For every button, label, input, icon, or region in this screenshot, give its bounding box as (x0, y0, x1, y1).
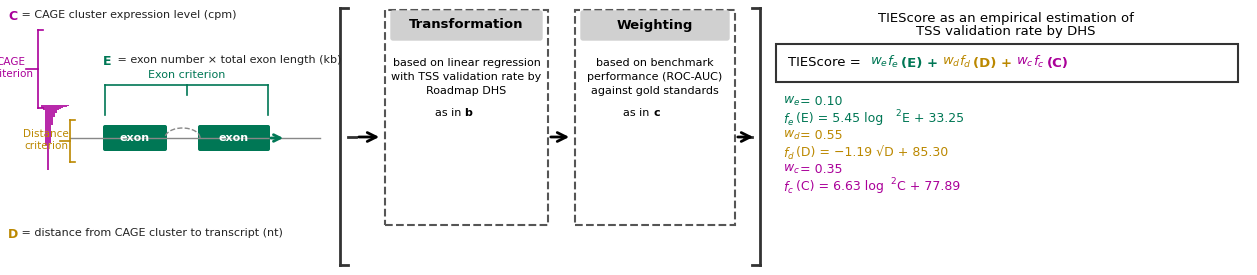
FancyBboxPatch shape (103, 125, 167, 151)
FancyBboxPatch shape (574, 10, 735, 225)
FancyBboxPatch shape (776, 44, 1238, 82)
Text: (C): (C) (1047, 56, 1068, 70)
Text: (E) = 5.45 log: (E) = 5.45 log (796, 112, 884, 125)
Text: $\mathit{f_d}$: $\mathit{f_d}$ (783, 146, 794, 162)
Text: exon: exon (119, 133, 150, 143)
Text: Weighting: Weighting (617, 18, 693, 32)
Text: $\mathit{w_c}$: $\mathit{w_c}$ (1016, 56, 1033, 68)
Text: C + 77.89: C + 77.89 (897, 180, 960, 193)
Text: (D) = −1.19 √D + 85.30: (D) = −1.19 √D + 85.30 (796, 146, 948, 159)
Text: Exon criterion: Exon criterion (148, 70, 225, 80)
Text: $\mathit{f_c}$: $\mathit{f_c}$ (783, 180, 794, 196)
Text: $\mathit{f_e}$: $\mathit{f_e}$ (887, 54, 899, 70)
Text: $\mathit{w_e}$: $\mathit{w_e}$ (783, 95, 801, 108)
FancyBboxPatch shape (385, 10, 548, 225)
Text: $\mathit{w_d}$: $\mathit{w_d}$ (941, 56, 960, 68)
Text: = 0.55: = 0.55 (799, 129, 842, 142)
Text: based on benchmark: based on benchmark (596, 58, 714, 68)
Text: Transformation: Transformation (410, 18, 524, 32)
Text: (D) +: (D) + (973, 56, 1012, 70)
Text: TSS validation rate by DHS: TSS validation rate by DHS (916, 25, 1096, 38)
Text: b: b (465, 108, 473, 118)
Text: $\mathit{w_d}$: $\mathit{w_d}$ (783, 129, 801, 142)
Text: CAGE
criterion: CAGE criterion (0, 57, 33, 79)
Text: 2: 2 (890, 177, 896, 186)
Text: $\mathit{f_c}$: $\mathit{f_c}$ (1033, 54, 1045, 70)
Text: = exon number × total exon length (kb): = exon number × total exon length (kb) (114, 55, 342, 65)
Text: $\mathit{f_d}$: $\mathit{f_d}$ (959, 54, 972, 70)
Text: E: E (103, 55, 112, 68)
Text: $\mathit{f_e}$: $\mathit{f_e}$ (783, 112, 794, 128)
Text: = CAGE cluster expression level (cpm): = CAGE cluster expression level (cpm) (18, 10, 236, 20)
FancyBboxPatch shape (199, 125, 270, 151)
Text: c: c (652, 108, 660, 118)
Text: = 0.10: = 0.10 (799, 95, 842, 108)
Text: TIEScore =: TIEScore = (788, 56, 865, 70)
Text: 2: 2 (895, 109, 900, 118)
Text: based on linear regression: based on linear regression (392, 58, 541, 68)
Text: = 0.35: = 0.35 (799, 163, 842, 176)
Text: as in: as in (435, 108, 465, 118)
Text: as in: as in (623, 108, 652, 118)
Text: (E) +: (E) + (901, 56, 938, 70)
FancyBboxPatch shape (391, 11, 542, 40)
Text: C: C (8, 10, 18, 23)
Text: TIEScore as an empirical estimation of: TIEScore as an empirical estimation of (879, 12, 1134, 25)
FancyBboxPatch shape (581, 11, 729, 40)
Text: D: D (8, 228, 19, 241)
Text: Distance
criterion: Distance criterion (23, 129, 69, 151)
Text: performance (ROC-AUC): performance (ROC-AUC) (587, 72, 723, 82)
Text: exon: exon (219, 133, 249, 143)
Text: $\mathit{w_e}$: $\mathit{w_e}$ (870, 56, 889, 68)
Text: = distance from CAGE cluster to transcript (nt): = distance from CAGE cluster to transcri… (18, 228, 283, 238)
Text: Roadmap DHS: Roadmap DHS (426, 86, 507, 96)
Text: (C) = 6.63 log: (C) = 6.63 log (796, 180, 884, 193)
Text: with TSS validation rate by: with TSS validation rate by (391, 72, 542, 82)
Text: E + 33.25: E + 33.25 (903, 112, 964, 125)
Text: $\mathit{w_c}$: $\mathit{w_c}$ (783, 163, 799, 176)
Text: against gold standards: against gold standards (591, 86, 719, 96)
